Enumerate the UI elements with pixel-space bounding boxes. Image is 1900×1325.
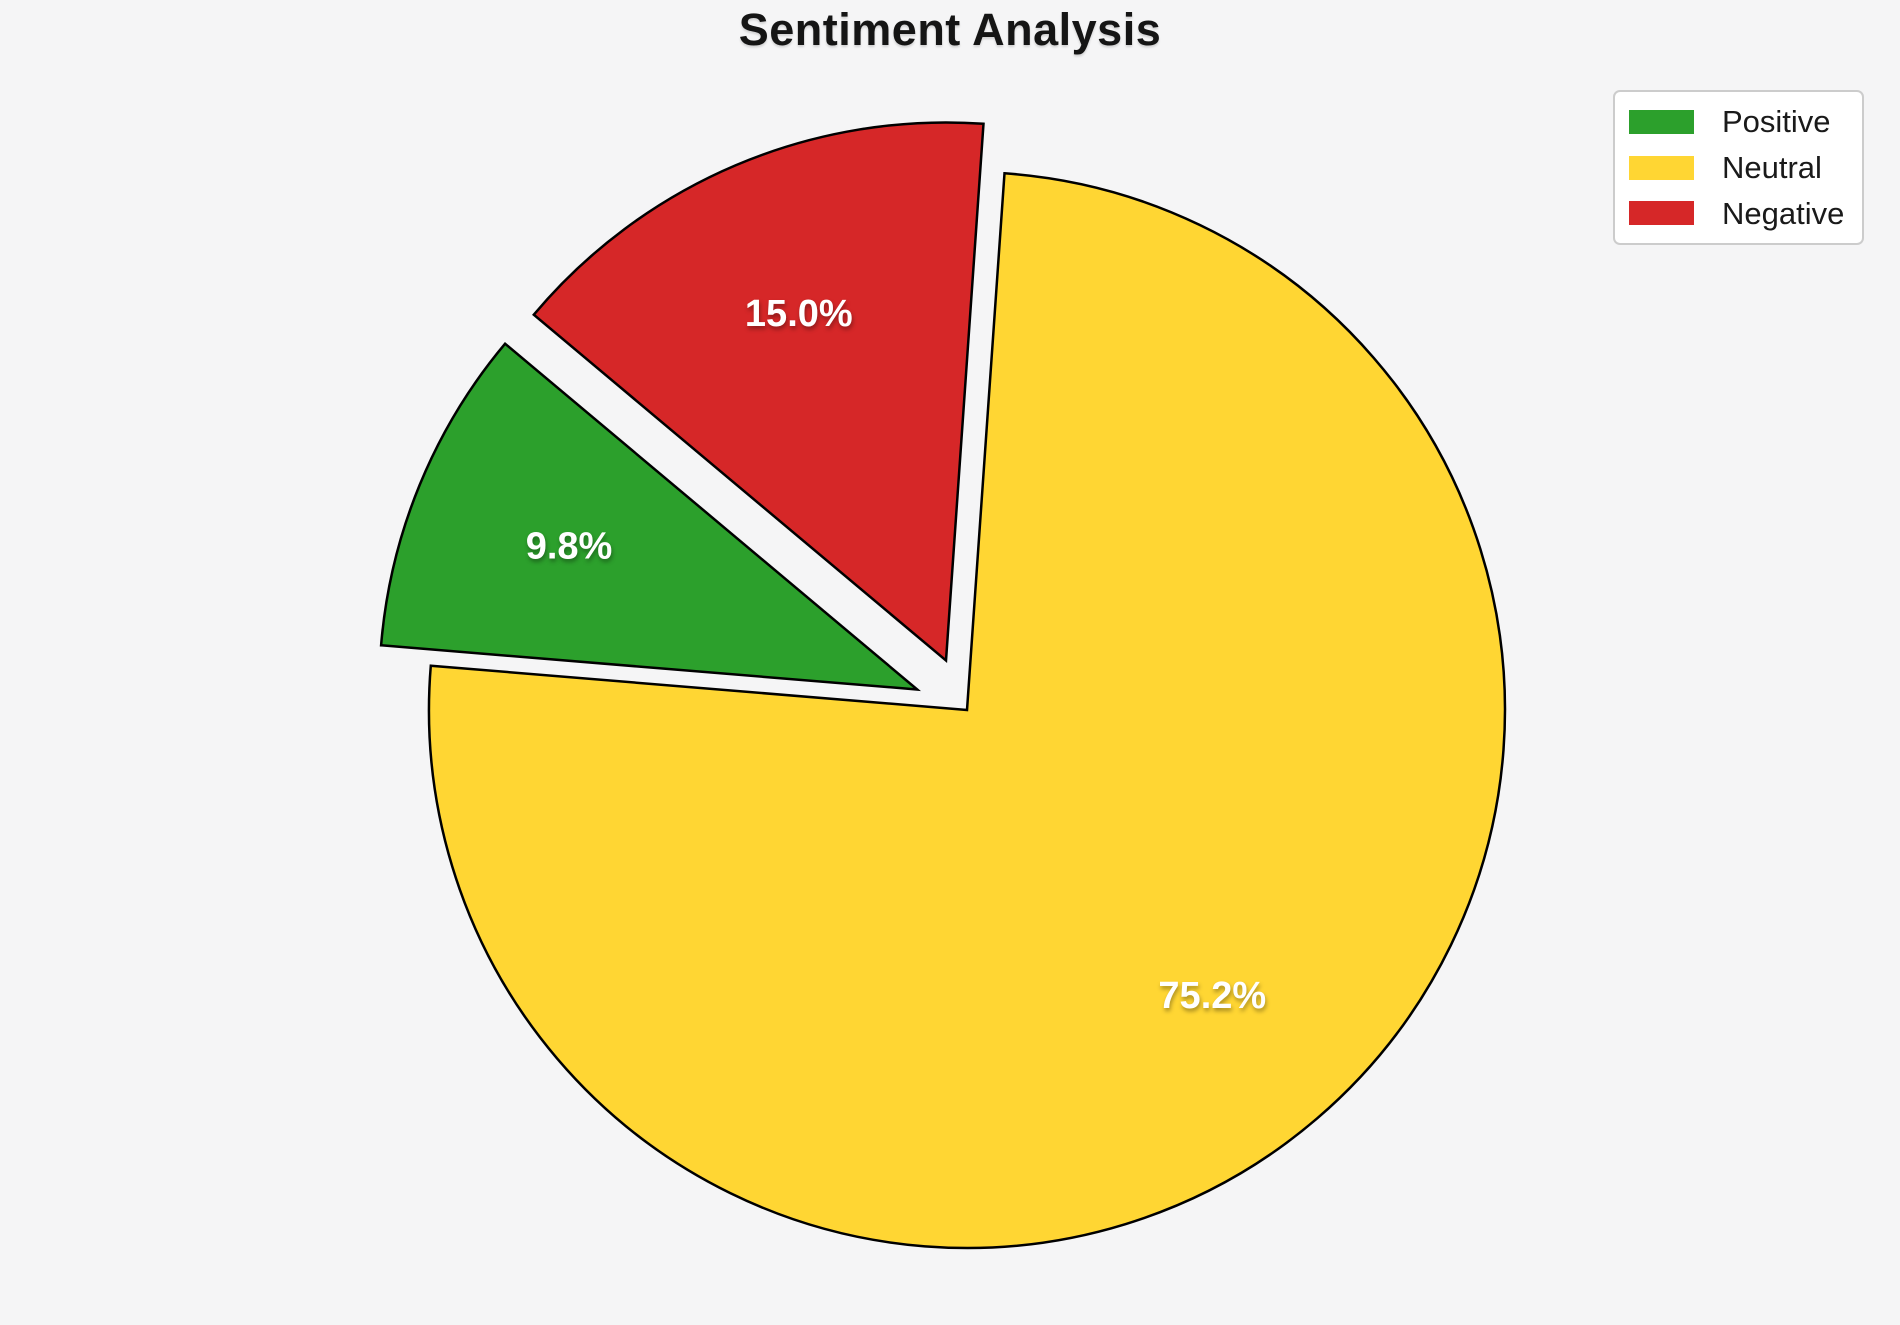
legend-item-neutral: Neutral <box>1629 145 1848 191</box>
pie-slice-neutral <box>427 171 1507 1250</box>
legend-label-neutral: Neutral <box>1722 150 1822 185</box>
pie-slice-negative <box>532 121 985 664</box>
legend-item-negative: Negative <box>1629 190 1848 236</box>
legend-label-negative: Negative <box>1722 195 1845 231</box>
legend: Positive Neutral Negative <box>1613 90 1864 245</box>
legend-item-positive: Positive <box>1629 99 1848 145</box>
pie-slice-positive <box>379 341 922 692</box>
legend-label-positive: Positive <box>1722 104 1831 140</box>
legend-swatch-negative-icon <box>1629 201 1694 226</box>
slice-label-negative: 15.0% <box>745 293 853 335</box>
slice-label-neutral: 75.2% <box>1158 975 1266 1017</box>
slice-label-positive: 9.8% <box>526 525 613 567</box>
chart-title: Sentiment Analysis <box>738 4 1162 55</box>
legend-swatch-neutral-icon <box>1629 155 1694 180</box>
legend-swatch-positive-icon <box>1629 109 1694 134</box>
